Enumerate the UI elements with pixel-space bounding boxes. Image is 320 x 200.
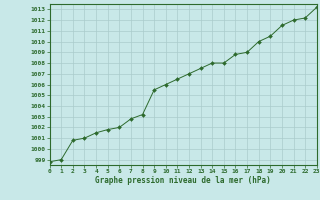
X-axis label: Graphe pression niveau de la mer (hPa): Graphe pression niveau de la mer (hPa) <box>95 176 271 185</box>
